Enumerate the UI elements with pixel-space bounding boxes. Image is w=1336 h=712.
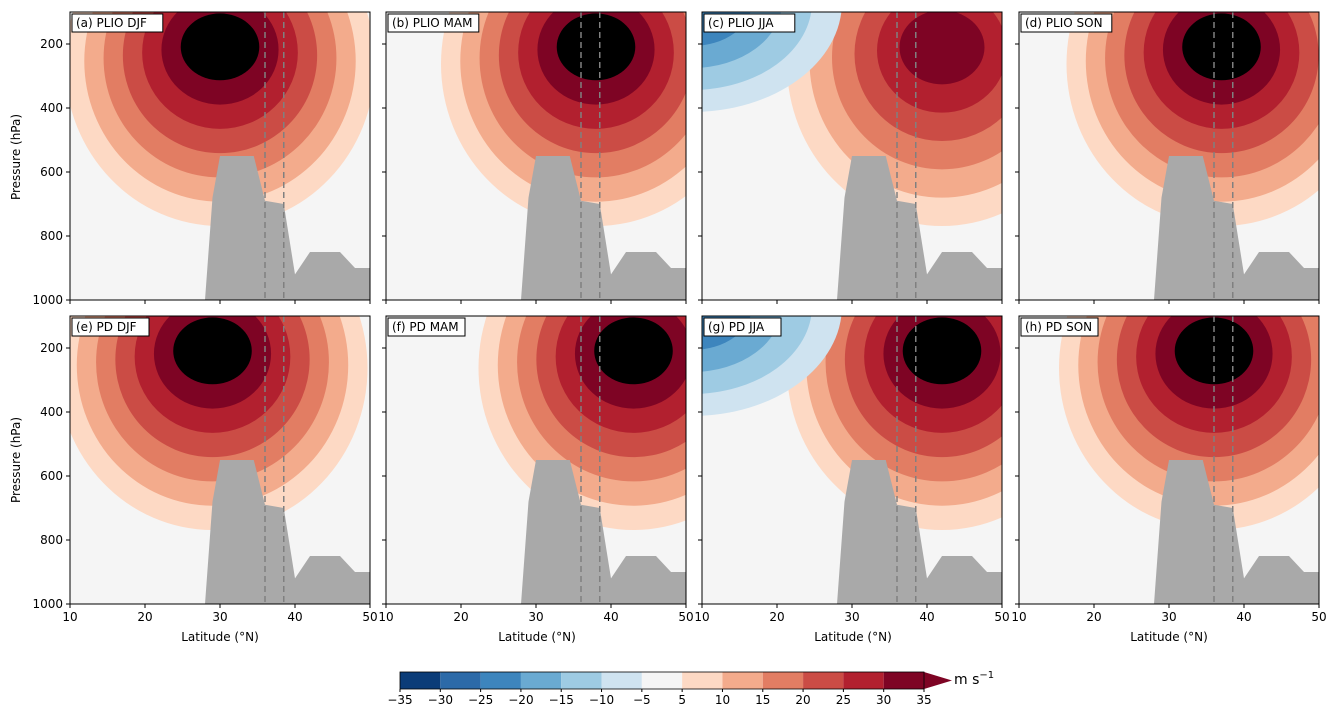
panel-title: (h) PD SON	[1025, 320, 1092, 334]
colorbar-tick-label: −15	[549, 693, 574, 707]
panel-title: (b) PLIO MAM	[392, 16, 472, 30]
colorbar-tick-label: −30	[428, 693, 453, 707]
colorbar-tick-label: −5	[633, 693, 651, 707]
colorbar-extend-arrow	[924, 672, 952, 689]
colorbar-swatch-8	[682, 672, 722, 689]
x-tick-label: 10	[1011, 610, 1026, 624]
x-axis-label-1: Latitude (°N)	[181, 630, 259, 644]
colorbar-swatch-11	[803, 672, 843, 689]
colorbar-swatch-5	[561, 672, 601, 689]
panel-title: (f) PD MAM	[392, 320, 459, 334]
contour-field	[1019, 0, 1336, 300]
y-tick-label: 200	[40, 341, 63, 355]
colorbar-swatch-10	[763, 672, 803, 689]
contour-level-35	[181, 13, 260, 80]
colorbar-swatch-3	[481, 672, 521, 689]
x-tick-label: 30	[528, 610, 543, 624]
colorbar-tick-label: 5	[678, 693, 686, 707]
colorbar-tick-label: 25	[836, 693, 851, 707]
contour-level-35	[557, 13, 636, 80]
colorbar-swatch-2	[440, 672, 480, 689]
y-tick-label: 600	[40, 165, 63, 179]
panel-title: (a) PLIO DJF	[76, 16, 147, 30]
x-tick-label: 40	[287, 610, 302, 624]
y-tick-label: 400	[40, 405, 63, 419]
colorbar-tick-label: 20	[795, 693, 810, 707]
contour-level-35	[173, 317, 252, 384]
y-tick-label: 600	[40, 469, 63, 483]
x-tick-label: 20	[769, 610, 784, 624]
x-axis-label-3: Latitude (°N)	[814, 630, 892, 644]
x-tick-label: 10	[62, 610, 77, 624]
colorbar-tick-label: 30	[876, 693, 891, 707]
colorbar-swatch-6	[602, 672, 642, 689]
colorbar: −35 −30 −25 −20 −15 −10 −5 5 10 15 20 25 30 35	[387, 672, 952, 707]
colorbar-tick-label: −35	[387, 693, 412, 707]
x-tick-label: 40	[603, 610, 618, 624]
contour-level-35	[903, 317, 982, 384]
x-axis-label-4: Latitude (°N)	[1130, 630, 1208, 644]
x-tick-label: 40	[919, 610, 934, 624]
colorbar-tick-label: 35	[916, 693, 931, 707]
panel-1: 200 400 600 800 1000 (a) PLIO DJF	[32, 0, 375, 307]
x-tick-label: 20	[137, 610, 152, 624]
x-tick-label: 10	[694, 610, 709, 624]
y-tick-label: 400	[40, 101, 63, 115]
y-axis-label-top: Pressure (hPa)	[9, 114, 23, 200]
panel-4: (d) PLIO SON	[1015, 0, 1336, 304]
colorbar-tick-label: 15	[755, 693, 770, 707]
colorbar-swatch-13	[884, 672, 924, 689]
y-axis-label-bottom: Pressure (hPa)	[9, 417, 23, 503]
contour-field	[65, 0, 375, 300]
x-axis-label-2: Latitude (°N)	[498, 630, 576, 644]
panel-title: (d) PLIO SON	[1025, 16, 1103, 30]
colorbar-tick-label: −10	[589, 693, 614, 707]
panel-title: (g) PD JJA	[708, 320, 765, 334]
x-tick-label: 50	[994, 610, 1009, 624]
x-tick-label: 30	[844, 610, 859, 624]
panels-group: 200 400 600 800 1000 (a) PLIO DJF (b) PLIO MAM…	[32, 0, 1336, 624]
colorbar-swatch-7	[642, 672, 682, 689]
panel-title: (c) PLIO JJA	[708, 16, 774, 30]
colorbar-swatch-4	[521, 672, 561, 689]
colorbar-unit-base: m s	[954, 672, 979, 688]
x-tick-label: 50	[362, 610, 377, 624]
colorbar-unit-exponent: −1	[979, 670, 994, 681]
y-tick-label: 800	[40, 229, 63, 243]
colorbar-swatch-9	[722, 672, 762, 689]
y-tick-label: 1000	[32, 597, 63, 611]
colorbar-tick-label: −25	[468, 693, 493, 707]
contour-level-35	[594, 317, 673, 384]
colorbar-swatch-1	[400, 672, 440, 689]
contour-level-35	[1182, 13, 1261, 80]
x-tick-label: 30	[1161, 610, 1176, 624]
colorbar-tick-label: 10	[715, 693, 730, 707]
x-tick-label: 40	[1236, 610, 1251, 624]
x-tick-label: 50	[678, 610, 693, 624]
colorbar-tick-label: −20	[508, 693, 533, 707]
contour-level-30	[900, 10, 985, 84]
contour-field	[386, 0, 751, 300]
y-tick-label: 200	[40, 37, 63, 51]
x-tick-label: 10	[378, 610, 393, 624]
panel-title: (e) PD DJF	[76, 320, 137, 334]
colorbar-unit: m s−1	[954, 670, 994, 688]
colorbar-swatch-12	[843, 672, 883, 689]
x-tick-label: 30	[212, 610, 227, 624]
x-tick-label: 20	[1086, 610, 1101, 624]
y-tick-label: 1000	[32, 293, 63, 307]
panel-2: (b) PLIO MAM	[382, 0, 751, 304]
x-tick-label: 20	[453, 610, 468, 624]
y-tick-label: 800	[40, 533, 63, 547]
x-tick-label: 50	[1311, 610, 1326, 624]
